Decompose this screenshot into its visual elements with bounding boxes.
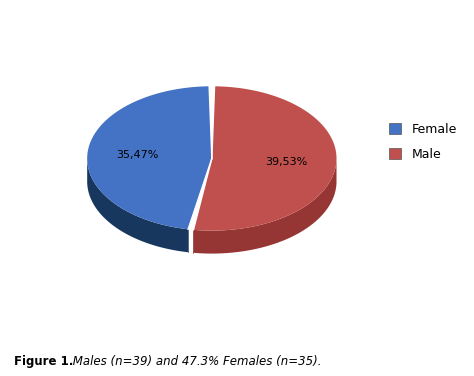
Polygon shape [87,158,188,252]
Legend: Female, Male: Female, Male [385,119,461,165]
Text: 35,47%: 35,47% [116,150,158,160]
Polygon shape [193,86,337,230]
Text: Males (n=39) and 47.3% Females (n=35).: Males (n=39) and 47.3% Females (n=35). [69,355,321,368]
Polygon shape [87,86,212,229]
Text: 39,53%: 39,53% [265,157,308,167]
Text: Figure 1.: Figure 1. [14,355,73,368]
Polygon shape [193,158,337,253]
